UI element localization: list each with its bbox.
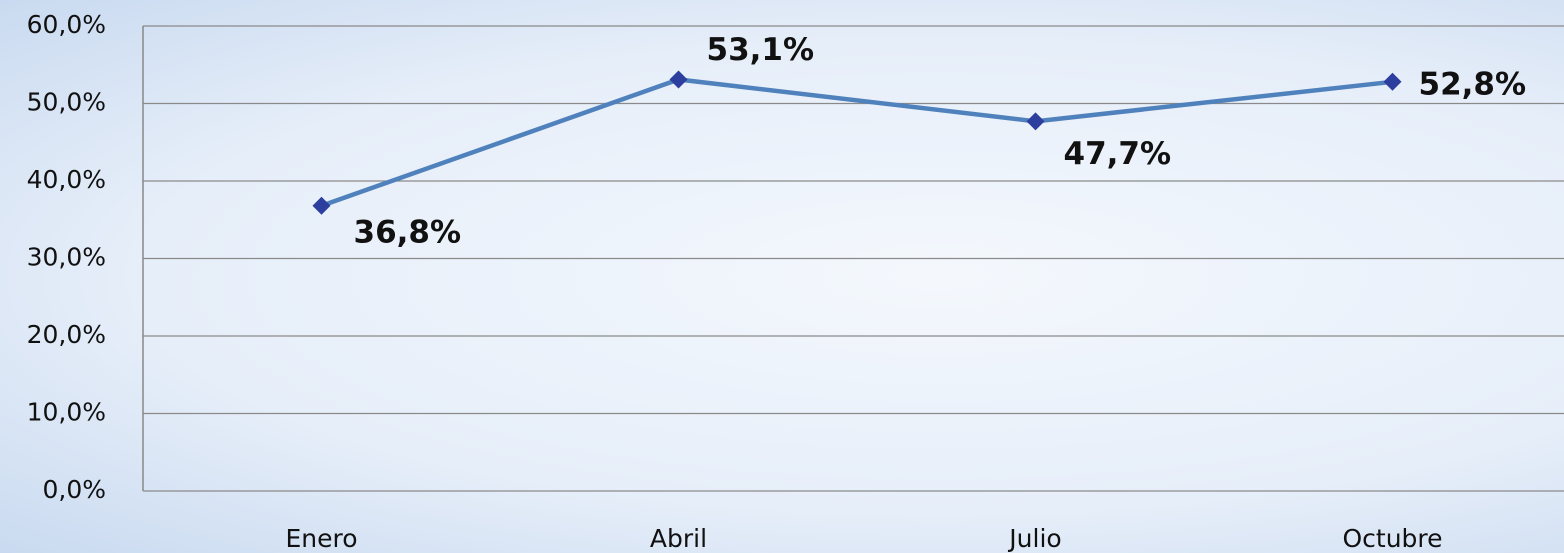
x-tick-label: Abril: [650, 524, 707, 553]
x-tick-label: Julio: [1007, 524, 1061, 553]
marker: [312, 196, 331, 215]
y-tick-label: 60,0%: [27, 10, 106, 39]
series-line: [320, 77, 1393, 208]
y-tick-label: 20,0%: [27, 320, 106, 349]
marker: [1383, 72, 1402, 91]
data-label: 36,8%: [354, 214, 462, 250]
y-tick-label: 40,0%: [27, 165, 106, 194]
x-tick-label: Octubre: [1342, 524, 1442, 553]
y-tick-label: 30,0%: [27, 243, 106, 272]
y-tick-label: 10,0%: [27, 398, 106, 427]
y-tick-label: 0,0%: [42, 475, 106, 504]
data-label: 47,7%: [1064, 136, 1172, 172]
x-tick-label: Enero: [285, 524, 357, 553]
marker: [669, 70, 688, 89]
marker: [1026, 112, 1045, 131]
data-label: 53,1%: [707, 32, 815, 68]
data-label: 52,8%: [1419, 66, 1527, 102]
y-tick-label: 50,0%: [27, 88, 106, 117]
